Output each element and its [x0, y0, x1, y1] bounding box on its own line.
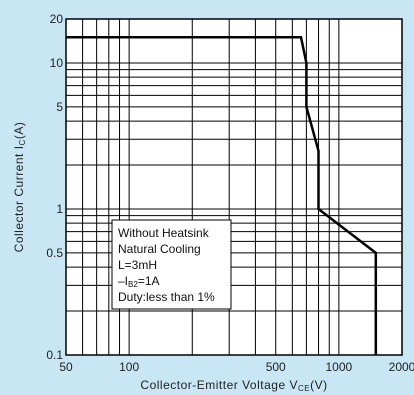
y-tick-label: 0.1	[46, 348, 63, 362]
x-tick-label: 50	[59, 360, 73, 374]
y-axis-label-unit: (A)	[12, 122, 26, 140]
annotation-ib-prefix: –I	[118, 274, 128, 288]
y-tick-label: 20	[50, 12, 64, 26]
annotation-ib-subscript: B2	[128, 280, 138, 289]
grid-lines	[65, 18, 403, 356]
annotation-ib-suffix: =1A	[138, 274, 160, 288]
x-tick-label: 100	[119, 360, 139, 374]
x-tick-label: 2000	[389, 360, 414, 374]
y-tick-label: 0.5	[46, 246, 63, 260]
series-layer	[66, 35, 378, 355]
annotation-box: Without Heatsink Natural Cooling L=3mH –…	[111, 219, 232, 310]
x-axis-label: Collector-Emitter Voltage VCE(V)	[140, 378, 327, 393]
annotation-line-base-current: –IB2=1A	[118, 274, 160, 289]
soa-boundary-line	[66, 35, 378, 355]
y-axis-label-sub: C	[18, 139, 27, 145]
y-tick-label: 5	[56, 100, 63, 114]
annotation-line-duty: Duty:less than 1%	[118, 290, 215, 304]
annotation-line-heatsink: Without Heatsink	[118, 226, 210, 240]
x-axis-label-main: Collector-Emitter Voltage V	[140, 378, 298, 392]
y-tick-labels: 0.1 0.5 1 5 10 20	[46, 12, 63, 362]
x-tick-label: 1000	[326, 360, 353, 374]
annotation-line-cooling: Natural Cooling	[118, 242, 201, 256]
y-tick-label: 10	[50, 56, 64, 70]
annotation-line-inductance: L=3mH	[118, 258, 157, 272]
y-tick-label: 1	[56, 202, 63, 216]
y-axis-label-main: Collector Current I	[12, 145, 26, 252]
x-tick-labels: 50 100 500 1000 2000	[59, 360, 414, 374]
x-tick-label: 500	[266, 360, 286, 374]
plot-frame	[65, 18, 403, 356]
y-axis-label: Collector Current IC(A)	[12, 122, 27, 253]
x-axis-label-unit: (V)	[310, 378, 328, 392]
annotation-frame	[111, 219, 232, 310]
x-axis-label-sub: CE	[298, 384, 310, 393]
